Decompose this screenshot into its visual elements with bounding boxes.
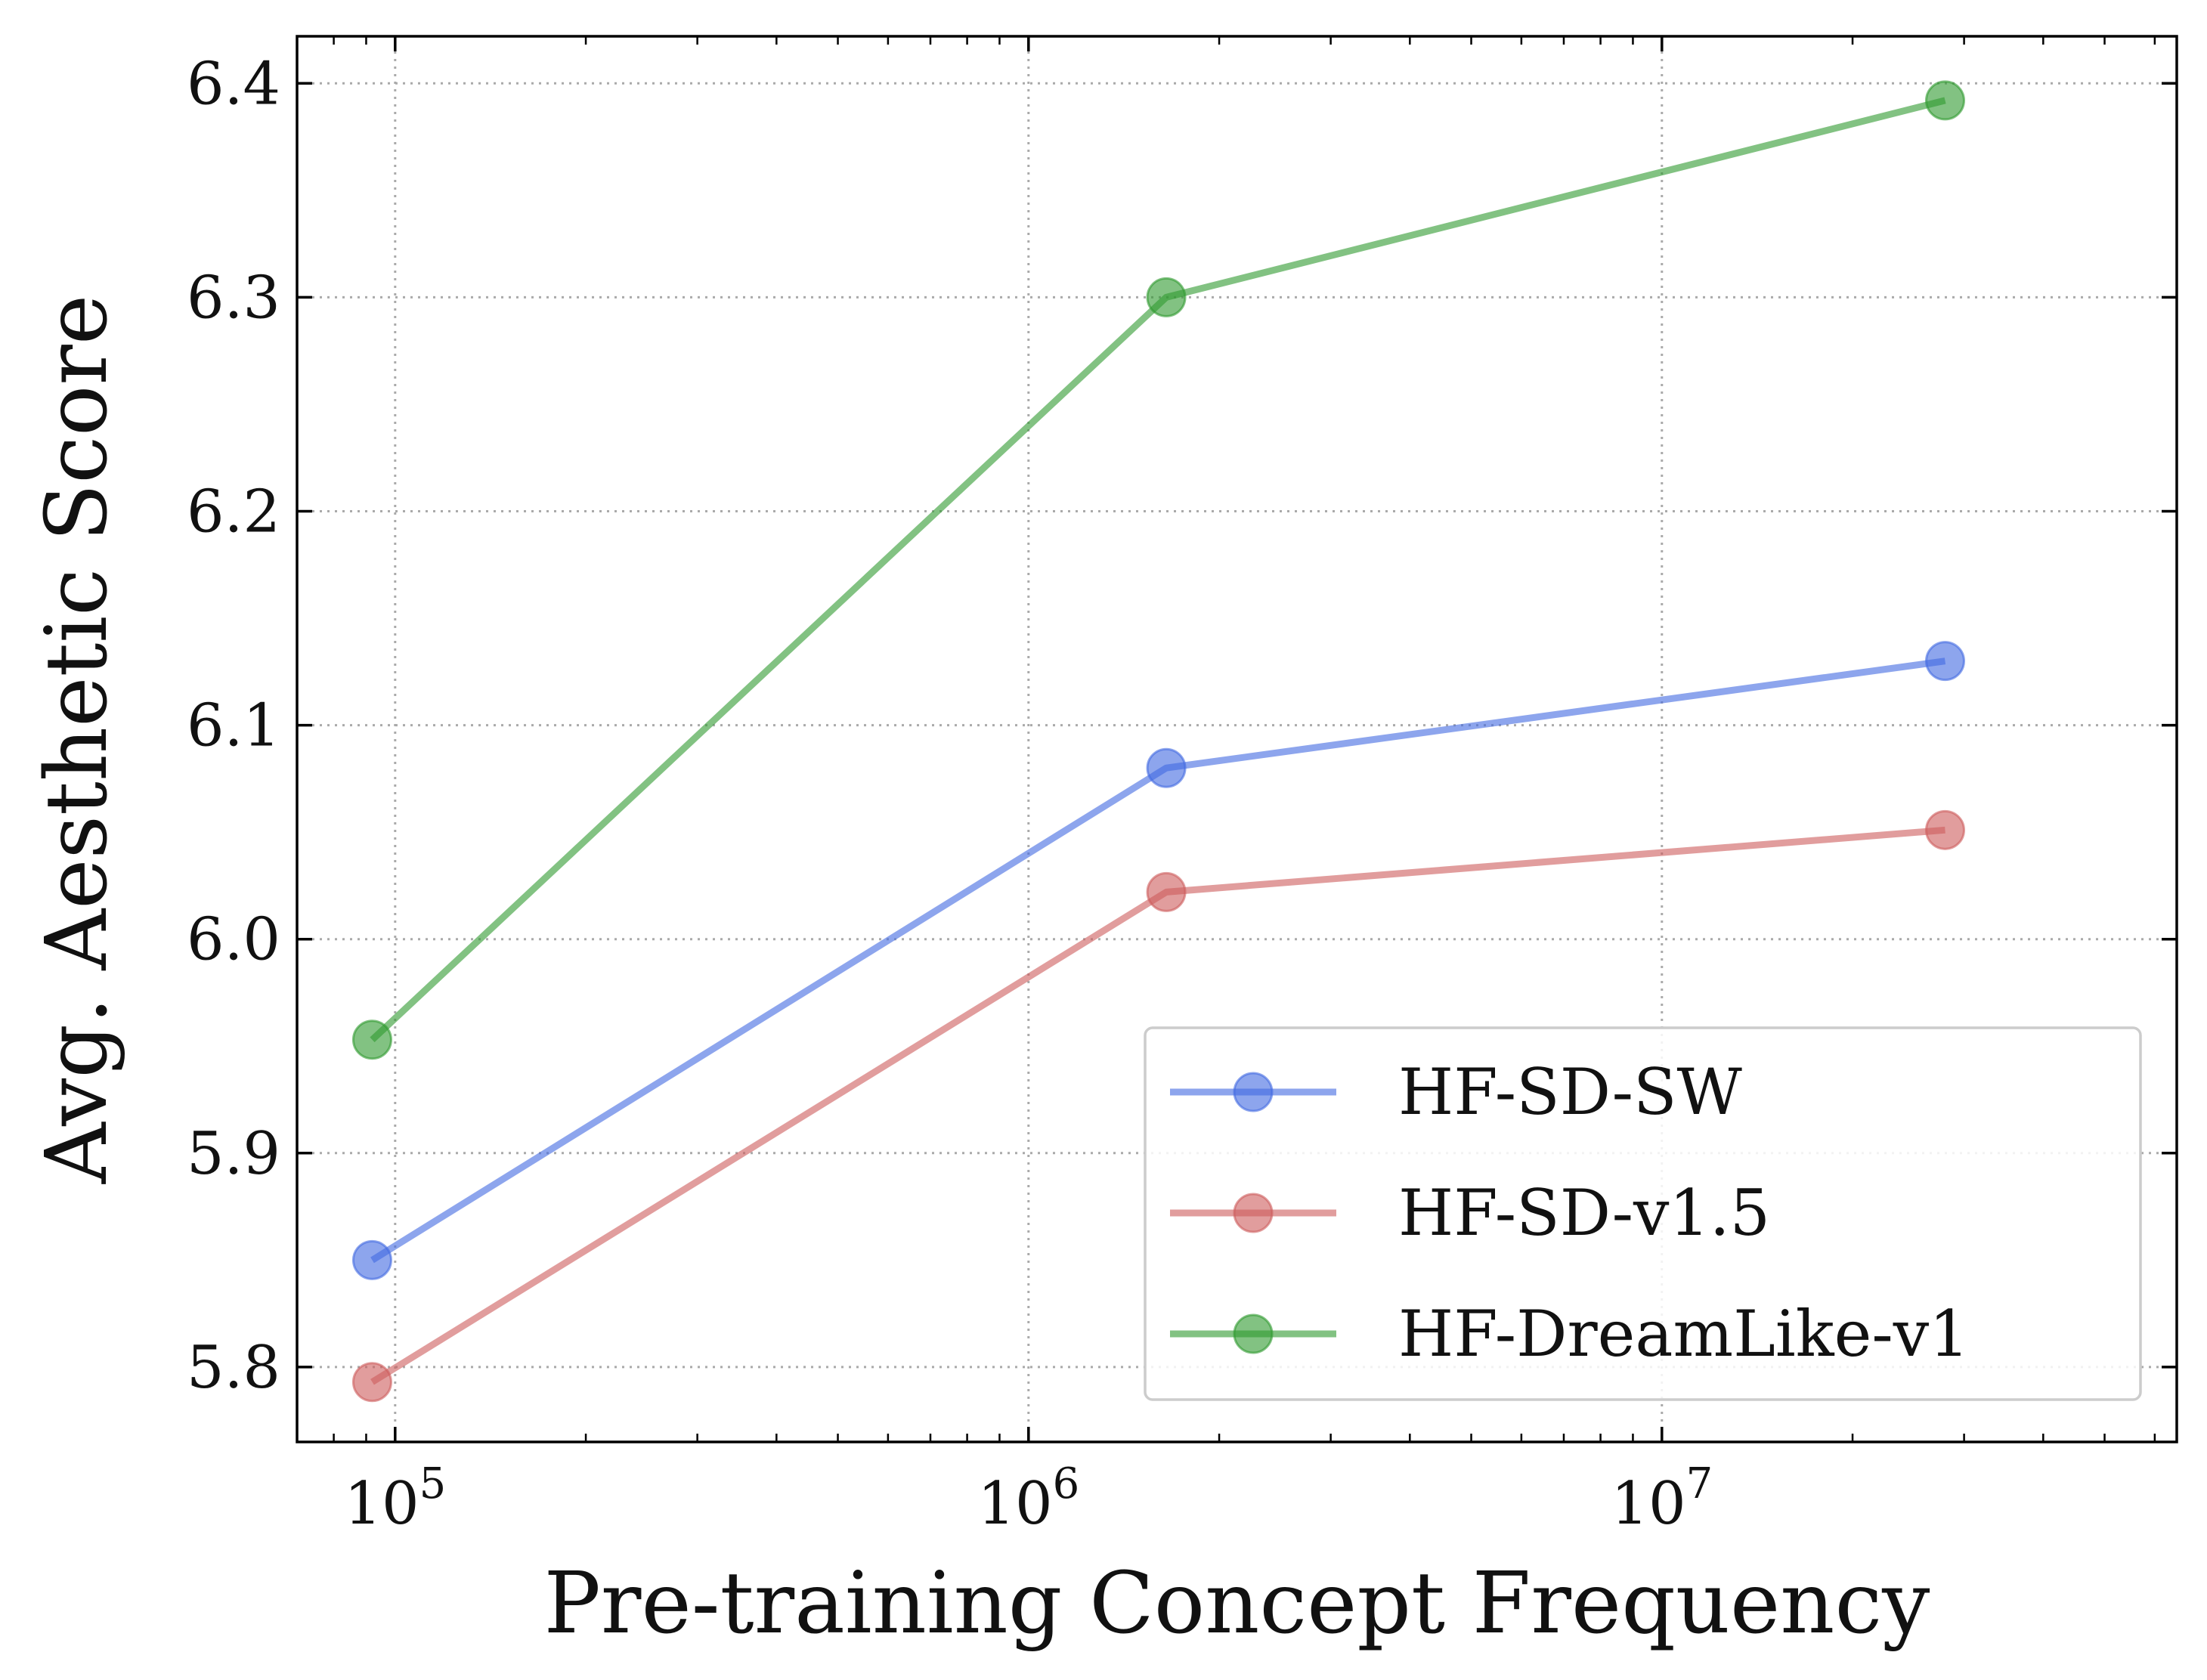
data-point [351, 1362, 392, 1403]
legend-label: HF-SD-v1.5 [1398, 1176, 1770, 1250]
data-point [1146, 747, 1187, 788]
legend-label: HF-SD-SW [1398, 1055, 1743, 1129]
series-HF-SD-SW [351, 641, 1966, 1280]
data-point [1925, 809, 1966, 850]
tick-labels: 5.8 5.9 6.0 6.1 6.2 6.3 6.4 105 106 107 [187, 50, 1713, 1538]
plot-frame [296, 35, 2178, 1443]
x-axis-title: Pre-training Concept Frequency [544, 1555, 1930, 1653]
minor-ticks [296, 36, 2156, 1442]
y-tick-label: 6.1 [187, 692, 280, 760]
x-tick-label: 106 [977, 1459, 1079, 1538]
data-point [351, 1019, 392, 1060]
x-tick-label: 105 [344, 1459, 446, 1538]
data-point [351, 1239, 392, 1280]
y-tick-label: 5.9 [187, 1120, 280, 1188]
series-layer [351, 80, 1966, 1403]
data-point [1146, 871, 1187, 912]
series-HF-SD-v1.5 [351, 809, 1966, 1403]
legend-marker [1233, 1072, 1274, 1112]
y-tick-label: 6.2 [187, 478, 280, 546]
y-tick-label: 6.3 [187, 264, 280, 332]
data-point [1925, 641, 1966, 682]
y-tick-label: 6.0 [187, 906, 280, 974]
x-tick-label: 107 [1611, 1459, 1713, 1538]
y-tick-label: 6.4 [187, 50, 280, 118]
legend-box [1144, 1026, 2142, 1401]
series-HF-DreamLike-v1 [351, 80, 1966, 1060]
ticks [297, 36, 2177, 1442]
legend-item: HF-SD-v1.5 [1170, 1176, 1770, 1250]
legend-label: HF-DreamLike-v1 [1398, 1297, 1970, 1371]
data-point [1146, 277, 1187, 317]
legend-item: HF-SD-SW [1170, 1055, 1743, 1129]
y-axis-title: Avg. Aesthetic Score [28, 295, 126, 1184]
y-tick-label: 5.8 [187, 1334, 280, 1402]
legend-marker [1233, 1313, 1274, 1354]
legend-marker [1233, 1193, 1274, 1233]
legend-item: HF-DreamLike-v1 [1170, 1297, 1970, 1371]
legend: HF-SD-SW HF-SD-v1.5 HF-DreamLike-v1 [1144, 1026, 2142, 1401]
data-point [1925, 80, 1966, 121]
